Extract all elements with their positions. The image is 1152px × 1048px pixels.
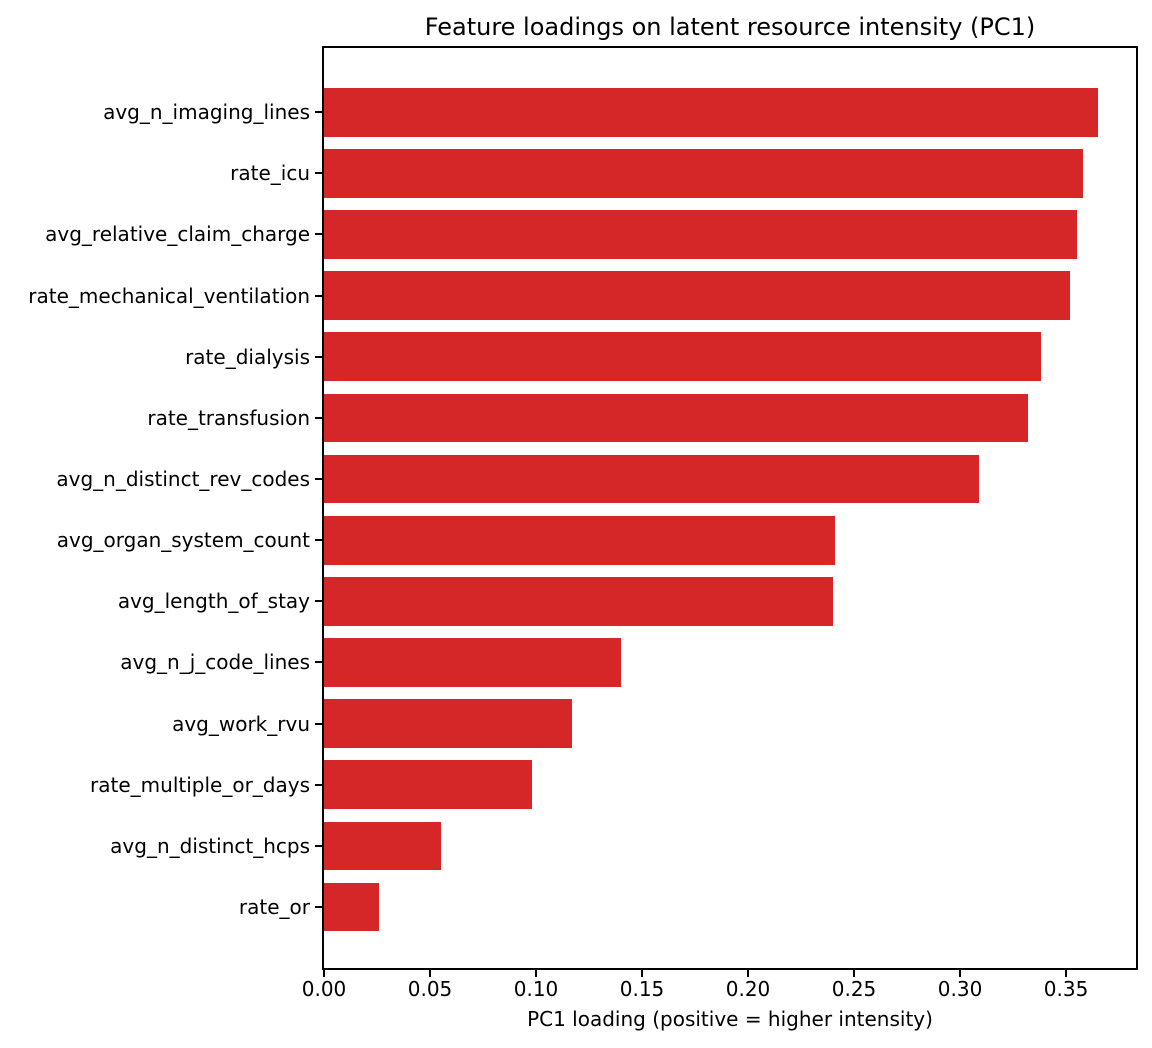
y-axis-tick — [315, 355, 322, 358]
bar — [324, 393, 1028, 443]
y-tick-label: rate_or — [238, 895, 310, 920]
x-tick-label: 0.15 — [619, 977, 665, 1001]
y-axis-tick — [315, 661, 322, 664]
y-axis-tick — [315, 416, 322, 419]
bar — [324, 576, 833, 626]
x-tick-label: 0.25 — [831, 977, 877, 1001]
bar — [324, 332, 1041, 382]
bar — [324, 210, 1077, 259]
bar — [324, 821, 441, 871]
bar — [324, 638, 621, 687]
plot-area: Feature loadings on latent resource inte… — [28, 13, 1138, 1031]
y-tick-label: rate_icu — [230, 161, 310, 186]
y-axis-tick — [315, 906, 322, 909]
y-tick-label: avg_n_distinct_hcps — [110, 833, 310, 858]
x-tick-label: 0.30 — [937, 977, 983, 1001]
bar — [324, 148, 1083, 198]
y-tick-label: rate_dialysis — [185, 344, 310, 369]
x-tick-label: 0.10 — [513, 977, 559, 1001]
chart-title: Feature loadings on latent resource inte… — [424, 13, 1036, 41]
x-axis-tick — [959, 970, 962, 977]
y-axis-tick — [315, 783, 322, 786]
bar — [324, 760, 532, 810]
x-axis-tick — [1065, 970, 1068, 977]
y-axis-tick — [315, 478, 322, 481]
x-axis-tick — [641, 970, 644, 977]
y-tick-label: avg_n_imaging_lines — [103, 100, 310, 125]
x-tick-label: 0.35 — [1043, 977, 1089, 1001]
bar — [324, 882, 380, 932]
x-axis-tick — [853, 970, 856, 977]
x-tick-label: 0.00 — [301, 977, 347, 1001]
y-axis-tick — [315, 294, 322, 297]
bar — [324, 87, 1098, 137]
y-tick-label: rate_multiple_or_days — [90, 772, 310, 797]
y-axis-tick — [315, 111, 322, 114]
x-axis-label: PC1 loading (positive = higher intensity… — [527, 1007, 933, 1031]
y-tick-label: rate_transfusion — [147, 405, 310, 430]
y-axis-tick — [315, 539, 322, 542]
y-axis-tick — [315, 722, 322, 725]
y-axis-tick — [315, 172, 322, 175]
y-axis-tick — [315, 844, 322, 847]
y-tick-label: avg_n_distinct_rev_codes — [56, 467, 310, 492]
bar — [324, 454, 980, 504]
x-axis-tick — [535, 970, 537, 977]
x-axis-tick — [323, 970, 325, 977]
y-tick-label: avg_n_j_code_lines — [120, 650, 310, 675]
bar — [324, 699, 573, 748]
bar — [324, 271, 1071, 320]
x-tick-label: 0.20 — [725, 977, 771, 1001]
y-tick-label: rate_mechanical_ventilation — [28, 283, 310, 308]
bar — [324, 515, 835, 565]
y-tick-label: avg_work_rvu — [172, 711, 310, 736]
y-tick-label: avg_organ_system_count — [56, 528, 310, 553]
y-axis-tick — [315, 600, 322, 603]
y-axis-tick — [315, 233, 322, 236]
x-tick-label: 0.05 — [407, 977, 453, 1001]
x-axis-tick — [747, 970, 750, 977]
y-tick-label: avg_length_of_stay — [117, 589, 310, 614]
y-tick-label: avg_relative_claim_charge — [45, 222, 310, 247]
x-axis-tick — [429, 970, 431, 977]
